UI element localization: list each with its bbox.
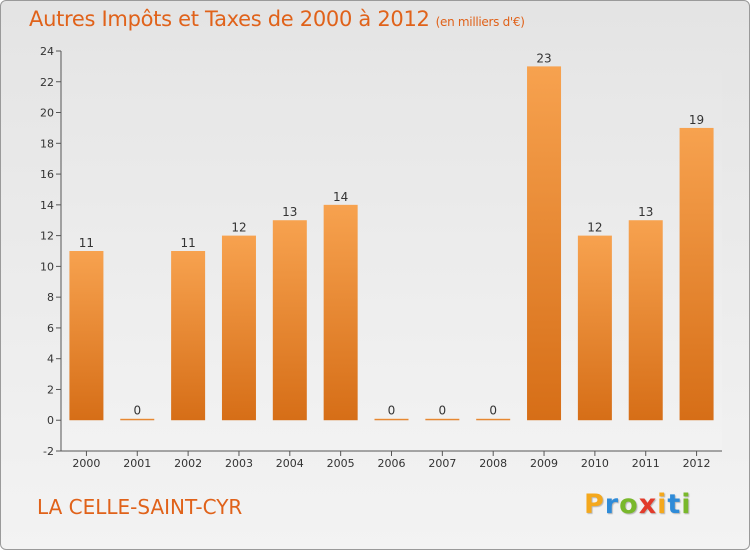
- proxiti-logo: Proxiti: [584, 489, 692, 520]
- bars-group: [69, 66, 714, 421]
- value-label: 11: [79, 236, 94, 250]
- bar: [374, 418, 409, 421]
- y-tick-label: 10: [40, 260, 54, 273]
- logo-letter: t: [667, 489, 682, 520]
- chart-subtitle: (en milliers d'€): [435, 15, 525, 29]
- x-tick-label: 2010: [581, 457, 609, 470]
- y-tick-label: 8: [47, 291, 54, 304]
- value-label: 0: [489, 404, 497, 418]
- value-label: 19: [689, 113, 704, 127]
- place-name: LA CELLE-SAINT-CYR: [37, 495, 243, 519]
- value-label: 12: [231, 221, 246, 235]
- chart-title: Autres Impôts et Taxes de 2000 à 2012 (en…: [29, 7, 525, 31]
- logo-letter: P: [584, 489, 605, 520]
- logo-letter: r: [604, 489, 620, 520]
- y-tick-label: 6: [47, 322, 54, 335]
- y-tick-label: 14: [40, 199, 54, 212]
- logo-letter: o: [619, 489, 639, 520]
- value-label: 13: [282, 205, 297, 219]
- logo-letter: x: [638, 489, 658, 520]
- y-tick-label: 16: [40, 168, 54, 181]
- x-tick-label: 2009: [530, 457, 558, 470]
- value-label: 0: [439, 404, 447, 418]
- x-tick-label: 2003: [225, 457, 253, 470]
- y-tick-label: 24: [40, 45, 54, 58]
- value-label: 12: [587, 221, 602, 235]
- y-tick-label: -2: [43, 445, 54, 458]
- x-tick-label: 2007: [428, 457, 456, 470]
- bar: [628, 220, 663, 421]
- bar: [425, 418, 460, 421]
- x-tick-label: 2005: [327, 457, 355, 470]
- title-text: Autres Impôts et Taxes de 2000 à 2012: [29, 7, 430, 31]
- bar: [120, 418, 155, 421]
- bar: [323, 204, 358, 421]
- x-tick-label: 2011: [632, 457, 660, 470]
- y-tick-label: 2: [47, 383, 54, 396]
- x-tick-label: 2000: [72, 457, 100, 470]
- x-tick-label: 2001: [123, 457, 151, 470]
- value-labels-group: 11 0 11 12 13 14 0 0 0 23 12 13 19: [79, 51, 704, 417]
- value-label: 0: [133, 404, 141, 418]
- plot-area: [61, 51, 722, 451]
- value-label: 14: [333, 190, 348, 204]
- x-tick-label: 2012: [683, 457, 711, 470]
- y-tick-label: 0: [47, 414, 54, 427]
- bar: [577, 235, 612, 421]
- bar: [679, 127, 714, 421]
- value-label: 11: [180, 236, 195, 250]
- y-tick-label: 18: [40, 137, 54, 150]
- bar: [476, 418, 511, 421]
- y-tick-label: 20: [40, 107, 54, 120]
- bar: [69, 251, 104, 421]
- bar: [272, 220, 307, 421]
- value-label: 0: [388, 404, 396, 418]
- logo-letter: i: [657, 489, 668, 520]
- y-tick-label: 4: [47, 353, 54, 366]
- x-tick-label: 2004: [276, 457, 304, 470]
- bar: [221, 235, 256, 421]
- bar: [527, 66, 562, 421]
- y-tick-label: 12: [40, 230, 54, 243]
- logo-letter: i: [681, 489, 692, 520]
- x-tick-label: 2002: [174, 457, 202, 470]
- x-tick-label: 2006: [378, 457, 406, 470]
- value-label: 13: [638, 205, 653, 219]
- bar: [171, 251, 206, 421]
- y-tick-label: 22: [40, 76, 54, 89]
- value-label: 23: [536, 51, 551, 65]
- x-tick-label: 2008: [479, 457, 507, 470]
